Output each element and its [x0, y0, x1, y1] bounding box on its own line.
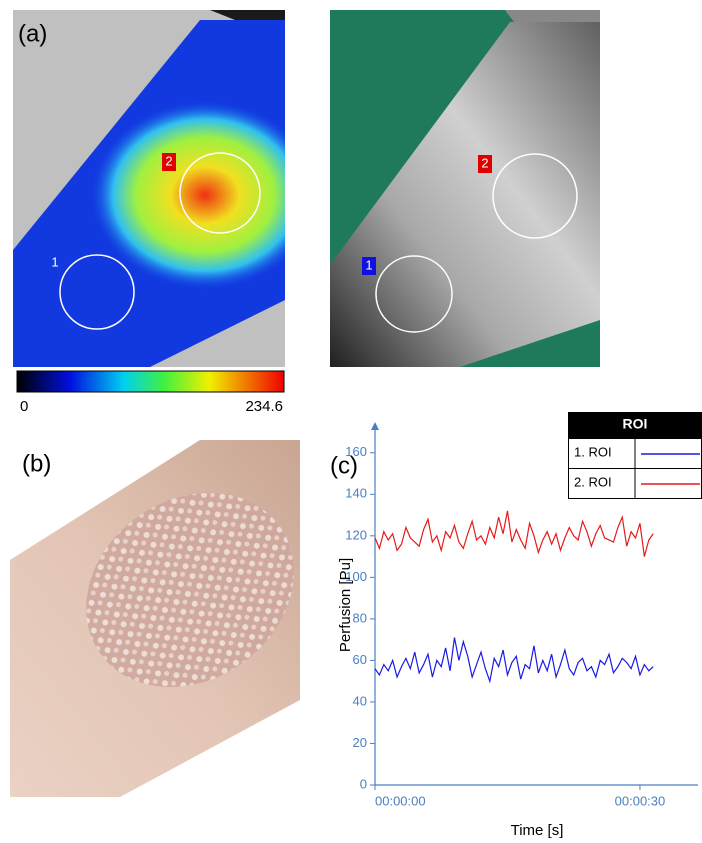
perfusion-map	[13, 10, 320, 367]
photo-image	[330, 10, 600, 367]
roi-label: 2	[165, 153, 172, 168]
legend-label: 1. ROI	[574, 444, 612, 459]
x-axis-label: Time [s]	[511, 822, 564, 839]
colorbar-max: 234.6	[245, 398, 283, 415]
y-tick-label: 20	[353, 735, 367, 750]
y-tick-label: 0	[360, 776, 367, 791]
legend-title: ROI	[623, 416, 648, 432]
y-axis-arrow	[371, 422, 379, 430]
y-axis-label: Perfusion [Pu]	[337, 558, 354, 652]
legend: ROI 1. ROI 2. ROI	[568, 412, 702, 499]
panel-label: (a)	[18, 20, 47, 47]
colorbar-min: 0	[20, 398, 28, 415]
roi-label: 1	[365, 257, 372, 272]
roi-label: 1	[51, 254, 58, 269]
y-tick-label: 160	[345, 444, 367, 459]
series-line	[375, 511, 653, 557]
y-tick-label: 120	[345, 527, 367, 542]
skin-photo	[10, 440, 332, 797]
y-tick-label: 60	[353, 652, 367, 667]
y-tick-label: 40	[353, 693, 367, 708]
series-line	[375, 638, 653, 682]
x-tick-label: 00:00:00	[375, 793, 426, 808]
roi-label: 2	[481, 155, 488, 170]
x-tick-label: 00:00:30	[615, 793, 666, 808]
y-tick-label: 80	[353, 610, 367, 625]
panel-label: (b)	[22, 450, 51, 477]
colorbar	[17, 371, 284, 392]
figure: 2 1 (a) 0 234.6 2 1 (b) (c) 020406080100…	[0, 0, 702, 843]
legend-label: 2. ROI	[574, 474, 612, 489]
y-tick-label: 140	[345, 486, 367, 501]
